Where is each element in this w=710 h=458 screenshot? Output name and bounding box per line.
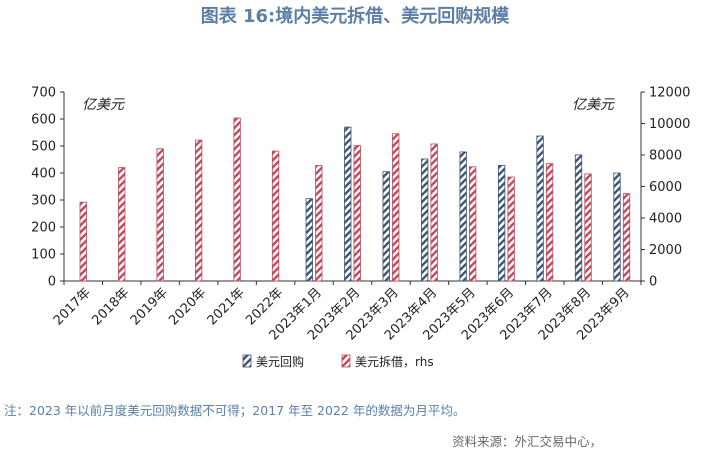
- x-tick-label: 2019年: [128, 285, 171, 328]
- right-unit-label: 亿美元: [572, 97, 615, 113]
- bar-chaijie: [271, 150, 280, 282]
- left-unit-label: 亿美元: [82, 97, 125, 113]
- left-axis-ticks: 0 100 200 300 400 500 600 700: [31, 86, 64, 290]
- left-tick-label: 400: [31, 167, 56, 182]
- bar-huigou: [613, 172, 621, 282]
- bar-chaijie: [392, 133, 400, 282]
- bar-huigou: [574, 154, 583, 282]
- bar-huigou: [459, 151, 467, 282]
- right-tick-label: 2000: [649, 243, 682, 258]
- bar-huigou: [536, 135, 544, 282]
- right-tick-label: 10000: [649, 117, 690, 132]
- bar-chaijie: [79, 201, 87, 282]
- right-tick-label: 8000: [649, 149, 682, 164]
- x-tick-label: 2017年: [51, 285, 94, 328]
- right-tick-label: 0: [649, 275, 657, 290]
- right-tick-label: 12000: [649, 86, 690, 101]
- chart-title: 图表 16:境内美元拆借、美元回购规模: [201, 5, 511, 27]
- left-tick-label: 700: [31, 86, 56, 101]
- bar-chaijie: [315, 165, 323, 282]
- left-tick-label: 300: [31, 194, 56, 209]
- x-tick-label: 2018年: [89, 285, 132, 328]
- bar-chaijie: [156, 148, 164, 282]
- legend-swatch-huigou: [242, 354, 252, 368]
- left-tick-label: 500: [31, 140, 56, 155]
- legend-swatch-chaijie: [341, 354, 351, 368]
- left-tick-label: 0: [48, 275, 56, 290]
- bar-huigou: [344, 126, 352, 282]
- bar-huigou: [382, 171, 390, 282]
- x-tick-label: 2020年: [166, 285, 209, 328]
- bar-chaijie: [353, 145, 361, 282]
- bar-chaijie: [545, 163, 554, 282]
- bar-chaijie: [233, 117, 241, 282]
- bar-chaijie: [468, 166, 477, 282]
- bar-chaijie: [622, 193, 631, 282]
- bars: [79, 117, 631, 282]
- chart-source: 资料来源：外汇交易中心，: [452, 434, 602, 449]
- chart-note: 注：2023 年以前月度美元回购数据不可得；2017 年至 2022 年的数据为…: [4, 403, 465, 418]
- bar-huigou: [421, 158, 429, 282]
- bar-huigou: [305, 198, 313, 282]
- bar-chaijie: [584, 173, 592, 282]
- bar-chaijie: [507, 176, 515, 282]
- right-tick-label: 6000: [649, 180, 682, 195]
- right-axis-ticks: 0 2000 4000 6000 8000 10000 12000: [641, 86, 690, 290]
- left-tick-label: 100: [31, 248, 56, 263]
- bar-chaijie: [118, 167, 126, 282]
- right-tick-label: 4000: [649, 212, 682, 227]
- legend-label-huigou: 美元回购: [256, 354, 304, 369]
- legend: 美元回购 美元拆借，rhs: [242, 354, 434, 369]
- bar-chaijie: [430, 143, 438, 282]
- left-tick-label: 600: [31, 113, 56, 128]
- x-tick-label: 2021年: [205, 285, 248, 328]
- legend-label-chaijie: 美元拆借，rhs: [355, 354, 434, 369]
- x-axis-ticks: 2017年2018年2019年2020年2021年2022年2023年1月202…: [51, 281, 642, 343]
- left-tick-label: 200: [31, 221, 56, 236]
- bar-huigou: [497, 165, 506, 282]
- bar-chaijie: [194, 139, 203, 282]
